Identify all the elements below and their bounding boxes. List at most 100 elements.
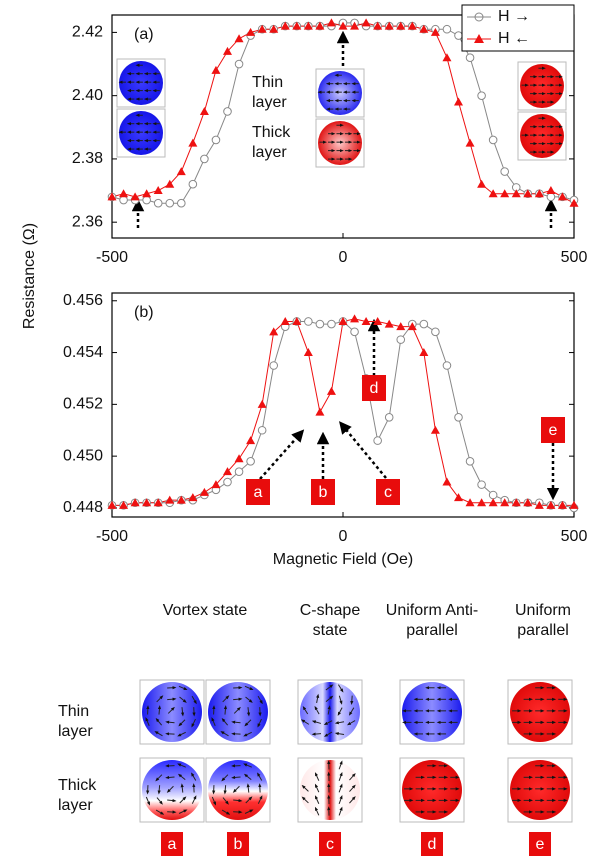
point — [269, 327, 279, 336]
spin-arrow — [243, 731, 252, 737]
state-label: c — [384, 484, 392, 501]
disk — [402, 682, 462, 742]
magnetization-disk — [315, 68, 365, 118]
spin-arrow — [233, 697, 243, 701]
point — [500, 498, 510, 507]
magnetization-disk — [517, 61, 567, 111]
point — [361, 316, 371, 325]
magnetization-disk — [507, 679, 573, 745]
point — [223, 46, 232, 55]
point — [176, 495, 186, 504]
spin-arrow — [338, 795, 343, 805]
point — [384, 413, 394, 422]
spin-arrow — [314, 795, 320, 804]
column-header: Uniform parallel — [514, 602, 571, 639]
disk — [119, 111, 163, 155]
state-box — [541, 417, 565, 443]
disk-frame — [116, 58, 166, 108]
spin-arrow — [301, 784, 309, 792]
y-tick-label: 2.38 — [72, 150, 103, 167]
x-tick-label: -500 — [96, 528, 128, 545]
point — [477, 179, 487, 188]
disk — [520, 114, 564, 158]
spin-arrow — [337, 707, 343, 716]
magnetization-disk — [399, 679, 465, 745]
spin-arrow — [311, 732, 322, 736]
spin-arrow — [231, 720, 241, 724]
point — [107, 192, 117, 201]
spin-arrow — [145, 796, 151, 806]
column-header: Vortex state — [162, 602, 248, 619]
point — [384, 21, 394, 30]
disk-frame — [517, 111, 567, 161]
disk — [402, 760, 462, 820]
point — [534, 189, 544, 198]
spin-arrow — [300, 719, 310, 725]
spin-arrow — [155, 774, 163, 782]
point — [257, 399, 267, 408]
state-label: c — [326, 836, 334, 853]
plot-frame — [111, 292, 575, 518]
point — [153, 498, 163, 507]
point — [257, 425, 267, 435]
point — [454, 97, 463, 106]
x-tick-label: 500 — [561, 249, 588, 266]
spin-arrow — [179, 796, 187, 804]
magnetization-disk — [315, 118, 365, 168]
point — [246, 457, 255, 466]
point — [396, 335, 406, 344]
point — [315, 319, 325, 329]
spin-arrow — [316, 693, 320, 704]
disk-frame — [399, 757, 465, 823]
point — [350, 327, 359, 337]
spin-arrow — [257, 695, 263, 705]
spin-arrow — [191, 795, 197, 804]
point — [107, 500, 117, 509]
state-box — [529, 832, 551, 856]
spin-arrow — [155, 717, 163, 726]
point — [488, 490, 498, 500]
point — [119, 500, 129, 509]
spin-arrow — [338, 695, 343, 705]
spin-arrow — [243, 763, 252, 768]
state-label: b — [234, 836, 243, 853]
series-line — [112, 320, 575, 509]
spin-arrow — [156, 695, 164, 703]
point — [327, 319, 336, 329]
point — [430, 27, 440, 36]
spin-arrow — [350, 695, 354, 705]
spin-arrow — [177, 731, 186, 737]
spin-arrow — [348, 707, 355, 716]
spin-arrow — [157, 705, 162, 715]
magnetization-disk — [297, 757, 363, 823]
y-tick-label: 2.40 — [72, 87, 103, 104]
disk — [318, 121, 362, 165]
point — [419, 319, 429, 329]
point — [269, 361, 279, 370]
point — [373, 21, 383, 30]
spin-arrow — [349, 796, 356, 804]
point — [188, 493, 198, 502]
disk-frame — [315, 68, 365, 118]
magnetization-disk — [139, 679, 205, 745]
point — [500, 189, 510, 198]
spin-arrow — [221, 717, 229, 726]
spin-arrow — [233, 706, 241, 714]
spin-arrow — [314, 806, 320, 816]
point — [176, 167, 186, 176]
point — [407, 322, 417, 331]
spin-arrow — [223, 785, 227, 795]
spin-arrow — [314, 705, 320, 715]
point — [269, 24, 279, 33]
state-box — [376, 479, 400, 505]
point — [165, 179, 175, 188]
point — [199, 106, 209, 115]
point — [234, 454, 244, 463]
point — [303, 21, 313, 30]
column-header: Uniform Anti-parallel — [385, 602, 479, 639]
spin-arrow — [246, 707, 251, 717]
spin-arrow — [166, 785, 174, 793]
point — [350, 314, 360, 323]
annotation: Thin layer — [252, 74, 287, 111]
